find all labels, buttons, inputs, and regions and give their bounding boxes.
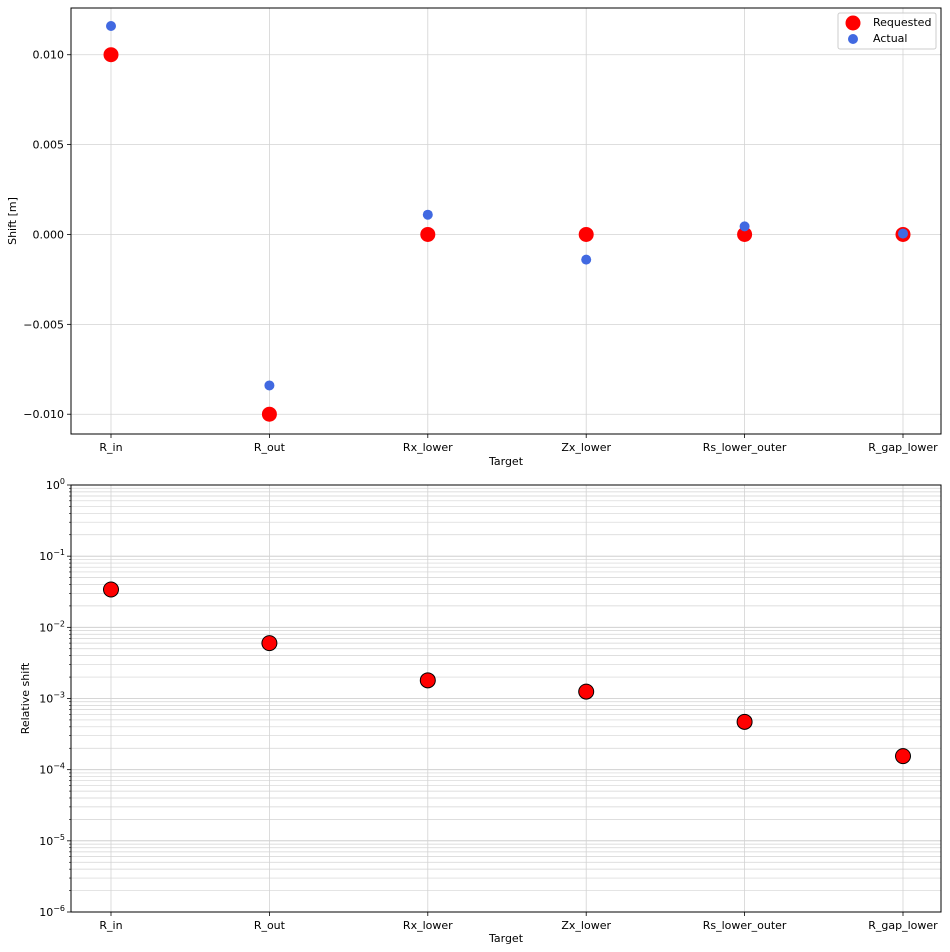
bottom-y-tick-label-exponent: −6 — [53, 904, 65, 913]
actual-point-r-out — [264, 380, 275, 391]
requested-point-rx-lower — [420, 226, 436, 242]
bottom-x-tick-label-r-out: R_out — [254, 919, 286, 932]
bottom-grid — [71, 484, 941, 913]
legend-marker-actual — [848, 34, 858, 44]
bottom-y-tick-label-base: 10 — [39, 906, 53, 919]
bottom-y-tick-label-base: 10 — [39, 764, 53, 777]
bottom-points — [103, 581, 911, 765]
top-points — [103, 20, 911, 422]
bottom-x-ticks: R_in R_out Rx_lower Zx_lower Rs_lower_outer R… — [99, 912, 938, 932]
actual-point-rx-lower — [422, 209, 433, 220]
bottom-y-tick-label-base: 10 — [46, 479, 60, 492]
shift-chart: R_in R_out Rx_lower Zx_lower Rs_lower_outer R… — [6, 7, 942, 468]
requested-point-r-out — [261, 406, 277, 422]
actual-point-r-gap-lower — [898, 228, 908, 239]
top-x-tick-label-r-out: R_out — [254, 441, 286, 454]
bottom-x-tick-label-rx-lower: Rx_lower — [403, 919, 453, 932]
bottom-y-tick-label-exponent: 0 — [60, 477, 65, 486]
top-x-tick-label-zx-lower: Zx_lower — [561, 441, 611, 454]
relative-shift-point-r-out — [261, 635, 278, 652]
bottom-y-tick-label: 100 — [46, 477, 65, 492]
bottom-y-tick-label: 10−5 — [39, 833, 65, 848]
relative-shift-point-r-in — [103, 581, 119, 598]
bottom-x-tick-label-r-in: R_in — [99, 919, 122, 932]
bottom-y-tick-label: 10−3 — [39, 691, 65, 706]
top-y-tick-label: 0.010 — [33, 49, 65, 62]
bottom-y-tick-label: 10−6 — [39, 904, 65, 919]
bottom-y-tick-label-exponent: −3 — [53, 691, 65, 700]
bottom-y-tick-label-base: 10 — [39, 621, 53, 634]
top-axes-frame — [70, 7, 942, 435]
requested-point-rs-lower-outer — [737, 226, 753, 242]
top-x-ticks: R_in R_out Rx_lower Zx_lower Rs_lower_outer R… — [99, 434, 938, 454]
bottom-y-tick-label-exponent: −1 — [53, 548, 65, 557]
bottom-x-tick-label-rs-lower-outer: Rs_lower_outer — [703, 919, 787, 932]
bottom-x-axis-label: Target — [488, 932, 524, 945]
legend-label-actual: Actual — [873, 32, 907, 45]
bottom-y-tick-label: 10−2 — [39, 619, 65, 634]
relative-shift-point-r-gap-lower — [895, 748, 911, 765]
top-y-tick-label: 0.000 — [33, 228, 65, 241]
bottom-y-tick-label-exponent: −5 — [53, 833, 65, 842]
top-x-tick-label-rx-lower: Rx_lower — [403, 441, 453, 454]
top-x-tick-label-r-gap-lower: R_gap_lower — [868, 441, 938, 454]
relative-shift-chart: R_in R_out Rx_lower Zx_lower Rs_lower_outer R… — [19, 477, 942, 945]
requested-point-r-in — [103, 47, 119, 63]
bottom-x-tick-label-zx-lower: Zx_lower — [561, 919, 611, 932]
legend-marker-requested — [845, 15, 861, 31]
legend: Requested Actual — [837, 12, 937, 50]
legend-box — [837, 12, 937, 50]
top-grid — [71, 8, 941, 434]
top-x-tick-label-r-in: R_in — [99, 441, 122, 454]
bottom-y-tick-label-base: 10 — [39, 835, 53, 848]
top-y-tick-label: 0.005 — [33, 139, 65, 152]
top-y-ticks: −0.010 −0.005 0.000 0.005 0.010 — [23, 49, 71, 421]
relative-shift-point-zx-lower — [578, 683, 595, 700]
top-y-tick-label: −0.010 — [23, 408, 64, 421]
actual-point-zx-lower — [581, 254, 592, 265]
bottom-y-tick-label-exponent: −2 — [53, 619, 65, 628]
top-y-tick-label: −0.005 — [23, 318, 64, 331]
requested-point-zx-lower — [578, 226, 594, 242]
actual-point-r-in — [106, 20, 116, 31]
top-x-tick-label-rs-lower-outer: Rs_lower_outer — [703, 441, 787, 454]
bottom-x-tick-label-r-gap-lower: R_gap_lower — [868, 919, 938, 932]
bottom-y-tick-label-base: 10 — [39, 693, 53, 706]
legend-label-requested: Requested — [873, 16, 931, 29]
relative-shift-point-rs-lower-outer — [736, 713, 753, 730]
bottom-y-tick-label: 10−1 — [39, 548, 65, 563]
bottom-y-tick-label: 10−4 — [39, 762, 65, 777]
relative-shift-point-rx-lower — [419, 672, 436, 689]
top-x-axis-label: Target — [488, 455, 524, 468]
top-y-axis-label: Shift [m] — [6, 197, 19, 245]
bottom-y-tick-label-exponent: −4 — [53, 762, 65, 771]
bottom-y-axis-label: Relative shift — [19, 662, 32, 734]
bottom-y-tick-label-base: 10 — [39, 550, 53, 563]
actual-point-rs-lower-outer — [739, 221, 750, 232]
